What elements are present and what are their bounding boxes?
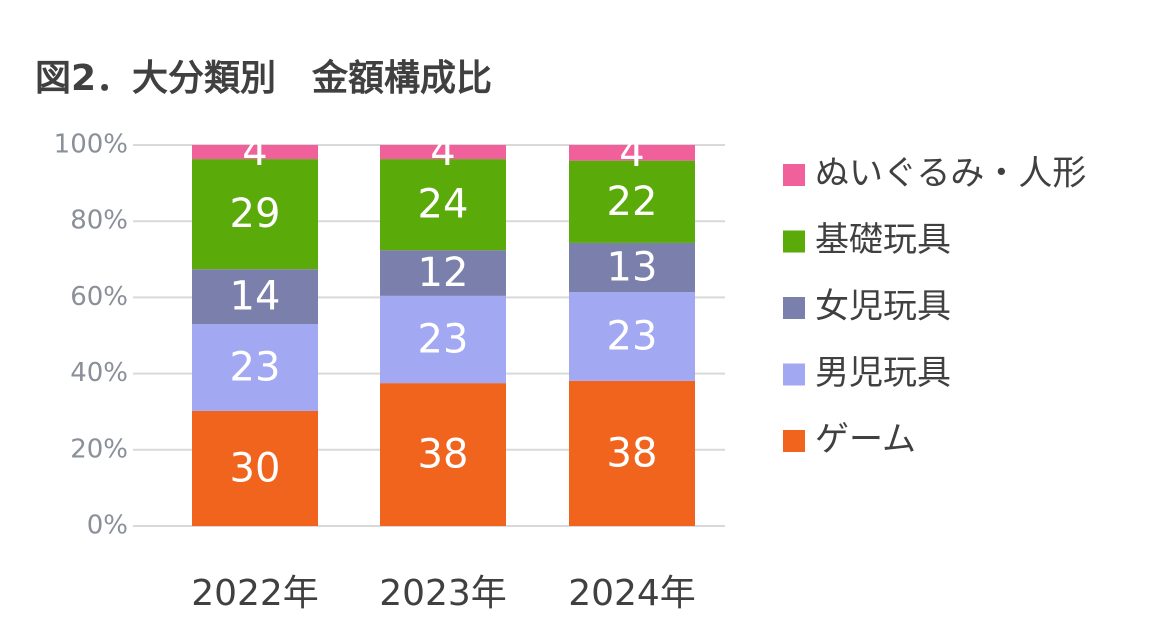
bar-segment: [192, 145, 318, 160]
x-tick-label: 2023年: [379, 573, 507, 614]
bar-segment: [380, 295, 506, 384]
y-tick-label: 20%: [70, 434, 128, 464]
data-label: 24: [418, 182, 469, 228]
legend-swatch: [783, 430, 805, 452]
bar-segment: [380, 250, 506, 296]
bar-segment: [192, 159, 318, 270]
bar-segment: [569, 242, 695, 293]
data-label: 12: [418, 250, 469, 296]
bar-segment: [380, 383, 506, 526]
data-label: 38: [607, 430, 658, 476]
bar-segment: [192, 269, 318, 325]
bar-segment: [192, 410, 318, 526]
data-label: 22: [607, 179, 658, 225]
data-label: 29: [230, 191, 281, 237]
x-tick-label: 2024年: [568, 573, 696, 614]
data-label: 23: [607, 313, 658, 359]
bar-segment: [380, 159, 506, 251]
bar-segment: [569, 160, 695, 243]
data-label: 14: [230, 274, 281, 320]
data-label: 30: [230, 445, 281, 491]
legend-label: 男児玩具: [815, 353, 951, 393]
legend-label: ゲーム: [815, 420, 916, 460]
data-label: 4: [242, 129, 267, 175]
x-tick-label: 2022年: [191, 573, 319, 614]
legend-label: 基礎玩具: [815, 220, 951, 260]
legend-label: ぬいぐるみ・人形: [815, 154, 1086, 194]
y-tick-label: 0%: [87, 511, 128, 541]
y-tick-label: 40%: [70, 358, 128, 388]
bar-segment: [569, 292, 695, 381]
bar-segment: [192, 324, 318, 411]
legend-swatch: [783, 297, 805, 319]
data-label: 38: [418, 432, 469, 478]
y-tick-label: 60%: [70, 282, 128, 312]
legend-swatch: [783, 363, 805, 386]
bar-segment: [380, 145, 506, 160]
y-tick-label: 80%: [70, 206, 128, 236]
chart-title: 図2．大分類別 金額構成比: [35, 57, 492, 99]
data-label: 23: [230, 345, 281, 391]
data-label: 23: [418, 317, 469, 363]
data-label: 4: [619, 130, 644, 176]
legend-swatch: [783, 164, 805, 186]
bar-segment: [569, 380, 695, 526]
legend-swatch: [783, 230, 805, 253]
data-label: 13: [607, 244, 658, 290]
y-tick-label: 100%: [54, 130, 128, 160]
legend-label: 女児玩具: [815, 287, 951, 327]
bar-segment: [569, 145, 695, 161]
data-label: 4: [430, 129, 455, 175]
